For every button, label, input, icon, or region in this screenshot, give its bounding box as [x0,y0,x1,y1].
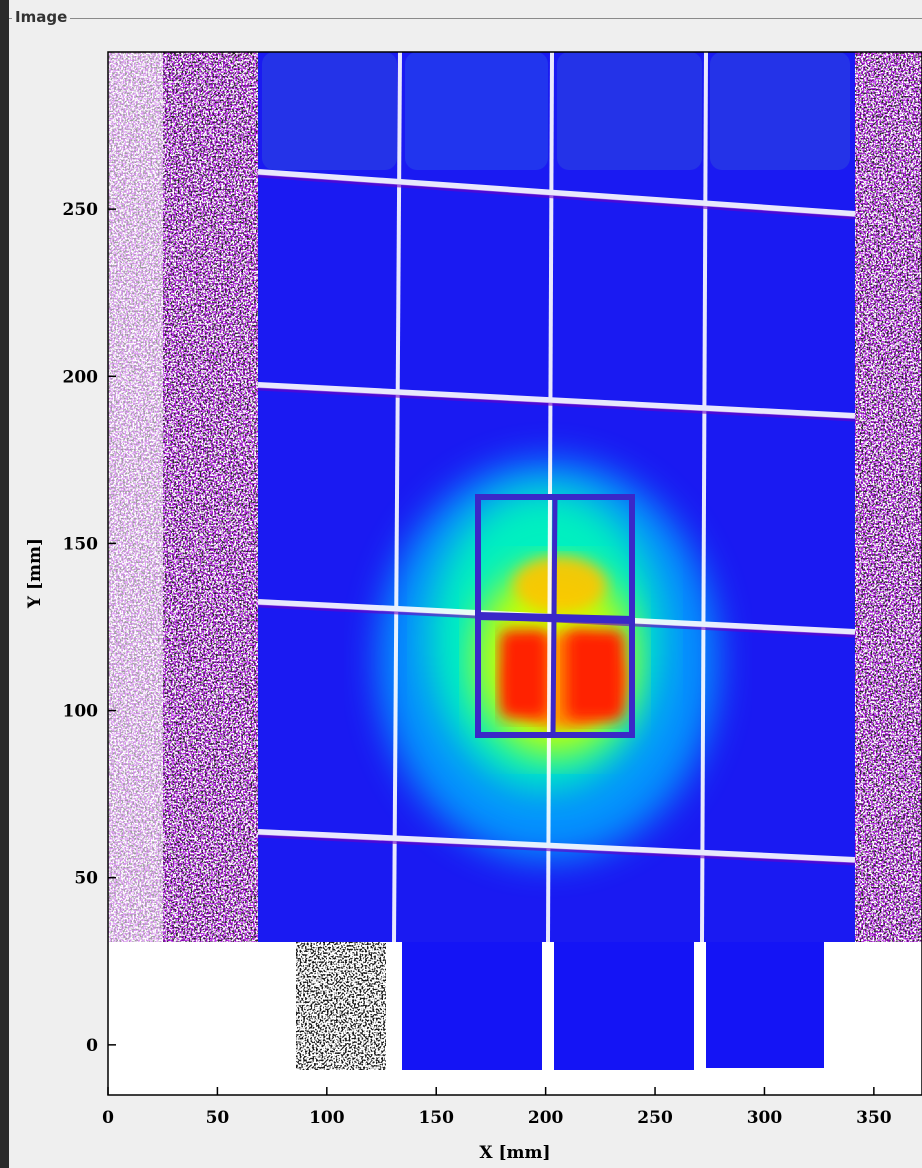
x-tick-label: 100 [309,1108,345,1128]
group-border [9,18,922,19]
y-tick-label: 200 [63,367,99,387]
x-axis-title: X [mm] [479,1143,550,1163]
bottom-module-3 [706,942,824,1068]
y-tick-label: 50 [74,869,98,889]
plot-frame [107,51,922,1096]
y-axis-title: Y [mm] [25,538,45,609]
heatmap-image [108,52,922,1095]
hotspot-peak-left [500,630,548,718]
hotspot-peak-right [566,630,624,720]
x-tick-label: 0 [102,1108,114,1128]
y-tick-label: 250 [63,200,99,220]
x-axis: 0 50 100 150 200 250 300 350 [102,1087,892,1128]
bottom-module-2 [554,942,694,1070]
x-tick-label: 350 [856,1108,892,1128]
y-axis: 0 50 100 150 200 250 [63,200,116,1056]
y-tick-label: 150 [63,534,99,554]
x-tick-label: 300 [747,1108,783,1128]
y-tick-label: 0 [86,1036,98,1056]
x-tick-label: 200 [528,1108,564,1128]
x-tick-label: 50 [206,1108,230,1128]
y-tick-label: 100 [63,702,99,722]
panel-title: Image [12,8,71,26]
x-tick-label: 250 [637,1108,673,1128]
bottom-module-1 [402,942,542,1070]
x-tick-label: 150 [418,1108,454,1128]
